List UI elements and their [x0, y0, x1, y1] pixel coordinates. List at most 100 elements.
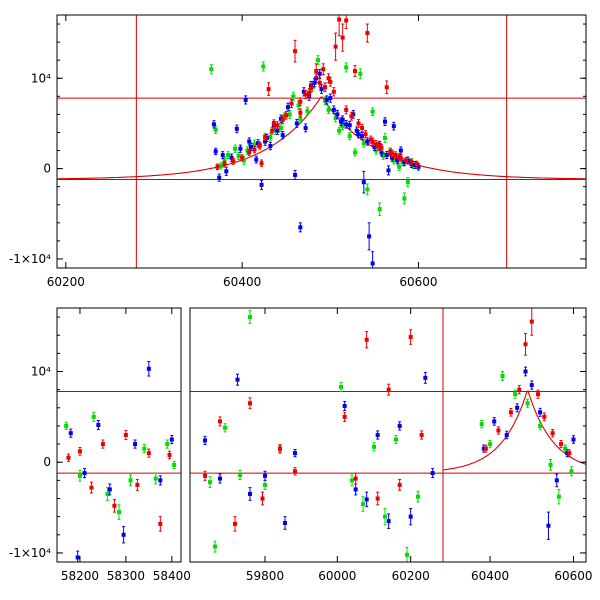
bottom-blue-point — [293, 449, 297, 458]
bottom-green-point — [165, 439, 170, 449]
top-green-marker — [361, 141, 366, 146]
top-green-marker — [268, 134, 273, 139]
top-blue-marker — [243, 97, 248, 102]
x-tick-label: 58300 — [107, 569, 145, 583]
top-green-marker — [213, 127, 218, 132]
top-blue-point — [243, 95, 248, 105]
top-red-marker — [307, 90, 312, 95]
top-red-marker — [323, 85, 328, 90]
top-green-marker — [241, 158, 246, 163]
top-blue-marker — [319, 87, 324, 92]
bottom-green-marker — [153, 476, 158, 481]
bottom-blue-point — [68, 428, 73, 438]
top-blue-point — [367, 222, 372, 251]
top-green-point — [218, 162, 223, 170]
bottom-red-marker — [167, 452, 172, 457]
bottom-red-marker — [203, 473, 207, 478]
bottom-blue-point — [375, 430, 380, 440]
top-red-point — [323, 82, 328, 92]
top-green-marker — [252, 142, 257, 147]
top-green-point — [365, 183, 370, 196]
bottom-green-point — [525, 398, 530, 408]
bottom-blue-point — [423, 371, 428, 384]
bottom-green-marker — [339, 384, 343, 389]
top-plot-frame — [56, 14, 587, 269]
bottom-blue-point — [107, 483, 112, 496]
top-red-marker — [317, 80, 322, 85]
top-blue-marker — [293, 172, 298, 177]
bottom-blue-marker — [529, 383, 534, 388]
bottom-red-point — [375, 491, 380, 506]
bottom-red-point — [558, 440, 563, 449]
top-green-point — [370, 107, 375, 116]
top-blue-point — [220, 151, 225, 159]
bottom-blue-marker — [68, 431, 73, 436]
top-green-point — [347, 131, 352, 141]
bottom-green-point — [64, 421, 69, 431]
bottom-red-point — [218, 416, 222, 427]
top-green-point — [405, 177, 410, 188]
top-blue-point — [211, 120, 216, 129]
bottom-red-marker — [529, 319, 534, 324]
top-red-marker — [270, 128, 275, 133]
x-tick-label: 60400 — [223, 275, 261, 289]
top-blue-marker — [268, 144, 273, 149]
top-blue-point — [386, 165, 391, 176]
top-red-point — [360, 123, 365, 133]
top-blue-point — [360, 131, 365, 141]
top-red-point — [390, 149, 395, 157]
bottom-red-point — [66, 453, 71, 462]
bottom-green-marker — [105, 491, 110, 496]
bottom-red-point — [483, 444, 488, 453]
bottom-red-marker — [135, 482, 140, 487]
top-red-point — [365, 23, 370, 43]
top-blue-point — [303, 123, 308, 133]
top-green-marker — [370, 109, 375, 114]
bottom-red-marker — [248, 401, 252, 406]
bottom-red-marker — [375, 496, 380, 501]
top-green-marker — [358, 71, 363, 76]
top-blue-marker — [372, 144, 377, 149]
bottom-blue-marker — [293, 451, 297, 456]
bottom-blue-point — [263, 470, 267, 481]
bottom-green-point — [569, 466, 574, 477]
bottom-green-point — [383, 507, 387, 526]
top-blue-marker — [301, 89, 306, 94]
bottom-green-marker — [213, 544, 217, 549]
top-red-point — [344, 15, 349, 30]
bottom-blue-point — [133, 439, 138, 449]
top-blue-marker — [317, 71, 322, 76]
top-blue-point — [224, 166, 229, 176]
top-red-point — [326, 73, 331, 84]
top-red-point — [404, 156, 409, 165]
x-tick-label: 60200 — [392, 569, 430, 583]
bottom-blue-point — [342, 400, 347, 412]
top-red-marker — [333, 44, 338, 49]
top-red-point — [333, 32, 338, 61]
bottom-green-point — [405, 546, 409, 562]
top-green-marker — [278, 125, 283, 130]
top-green-marker — [315, 58, 320, 63]
top-red-marker — [298, 110, 303, 115]
bottom-green-point — [91, 411, 96, 422]
top-red-point — [289, 99, 294, 108]
top-blue-point — [285, 102, 290, 112]
bottom-green-marker — [556, 494, 561, 499]
bottom-green-point — [416, 490, 420, 503]
top-blue-marker — [324, 97, 329, 102]
x-tick-label: 59800 — [246, 569, 284, 583]
bottom-red-marker — [146, 451, 151, 456]
top-blue-point — [391, 121, 396, 131]
bottom-green-marker — [405, 552, 409, 557]
bottom-blue-marker — [283, 520, 287, 525]
bottom-red-marker — [100, 442, 105, 447]
top-blue-point — [361, 170, 366, 194]
top-red-point — [263, 133, 268, 141]
top-green-marker — [353, 150, 358, 155]
bottom-green-point — [339, 381, 343, 392]
top-red-marker — [257, 143, 262, 148]
top-blue-point — [254, 155, 259, 164]
top-green-point — [278, 123, 283, 133]
top-green-marker — [305, 108, 310, 113]
bottom-blue-marker — [263, 473, 267, 478]
